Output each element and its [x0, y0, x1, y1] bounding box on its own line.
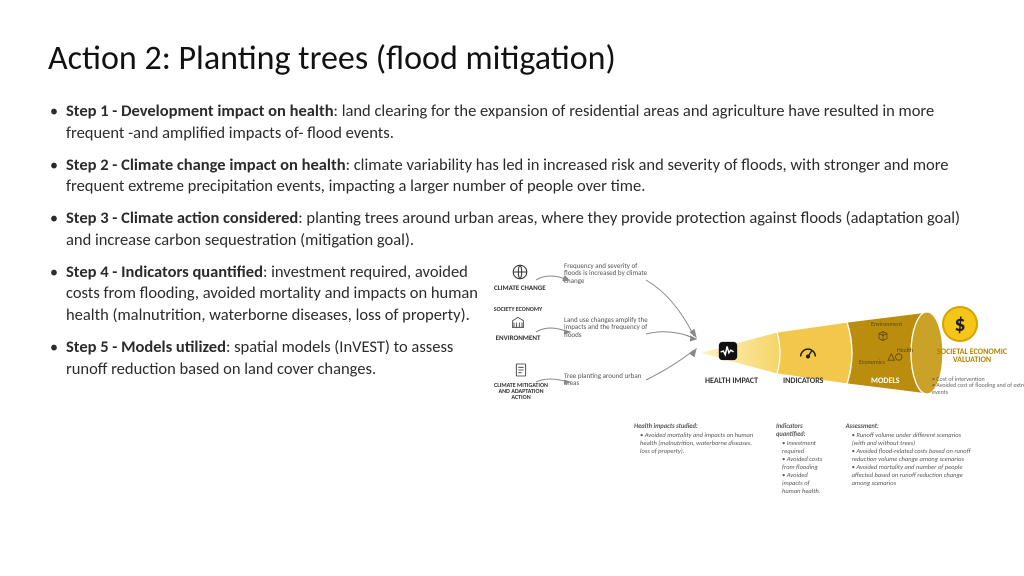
caption-3: Tree planting around urban areas	[564, 372, 654, 387]
step-list: Step 1 - Development impact on health: l…	[48, 101, 976, 252]
caption-2: Land use changes amplify the impacts and…	[564, 316, 654, 339]
building-icon	[508, 312, 528, 332]
page-title: Action 2: Planting trees (flood mitigati…	[48, 38, 976, 79]
step-4: Step 4 - Indicators quantified: investme…	[48, 262, 478, 327]
shapes-icon	[887, 352, 903, 365]
step-5: Step 5 - Models utilized: spatial models…	[48, 337, 478, 381]
arrow-icon	[644, 346, 700, 386]
diagram-footnotes: Health impacts studied: Avoided mortalit…	[634, 422, 976, 495]
gauge-icon	[797, 340, 819, 365]
caption-1: Frequency and severity of floods is incr…	[564, 262, 654, 285]
foot-health: Health impacts studied: Avoided mortalit…	[634, 422, 754, 495]
arrow-icon	[644, 324, 700, 344]
step-3: Step 3 - Climate action considered: plan…	[48, 208, 976, 252]
globe-icon	[510, 262, 530, 282]
heart-icon	[717, 340, 739, 365]
stage-models: MODELS	[871, 376, 900, 386]
flow-diagram: CLIMATE CHANGE SOCIETY ECONOMY ENVIRONME…	[494, 262, 976, 482]
step-1: Step 1 - Development impact on health: l…	[48, 101, 976, 145]
step-2: Step 2 - Climate change impact on health…	[48, 155, 976, 199]
arrow-icon	[534, 374, 574, 392]
valuation-label: SOCIETAL ECONOMIC VALUATION	[932, 348, 1012, 365]
stage-health: HEALTH IMPACT	[705, 376, 758, 386]
stage-indicators: INDICATORS	[783, 376, 823, 386]
step-list-2: Step 4 - Indicators quantified: investme…	[48, 262, 478, 381]
cube-icon	[877, 330, 889, 345]
document-icon	[511, 360, 531, 380]
dollar-icon: $	[942, 306, 978, 342]
foot-assess: Assessment: Runoff volume under differen…	[846, 422, 976, 495]
arrow-icon	[534, 270, 574, 290]
valuation-notes: Cost of intervention Avoided cost of flo…	[932, 376, 1024, 397]
cone-graphic: Environment Health Economics HEALTH IMPA…	[699, 310, 959, 396]
foot-indicators: Indicators quantified: Investment requir…	[776, 422, 824, 495]
arrow-icon	[534, 322, 574, 342]
